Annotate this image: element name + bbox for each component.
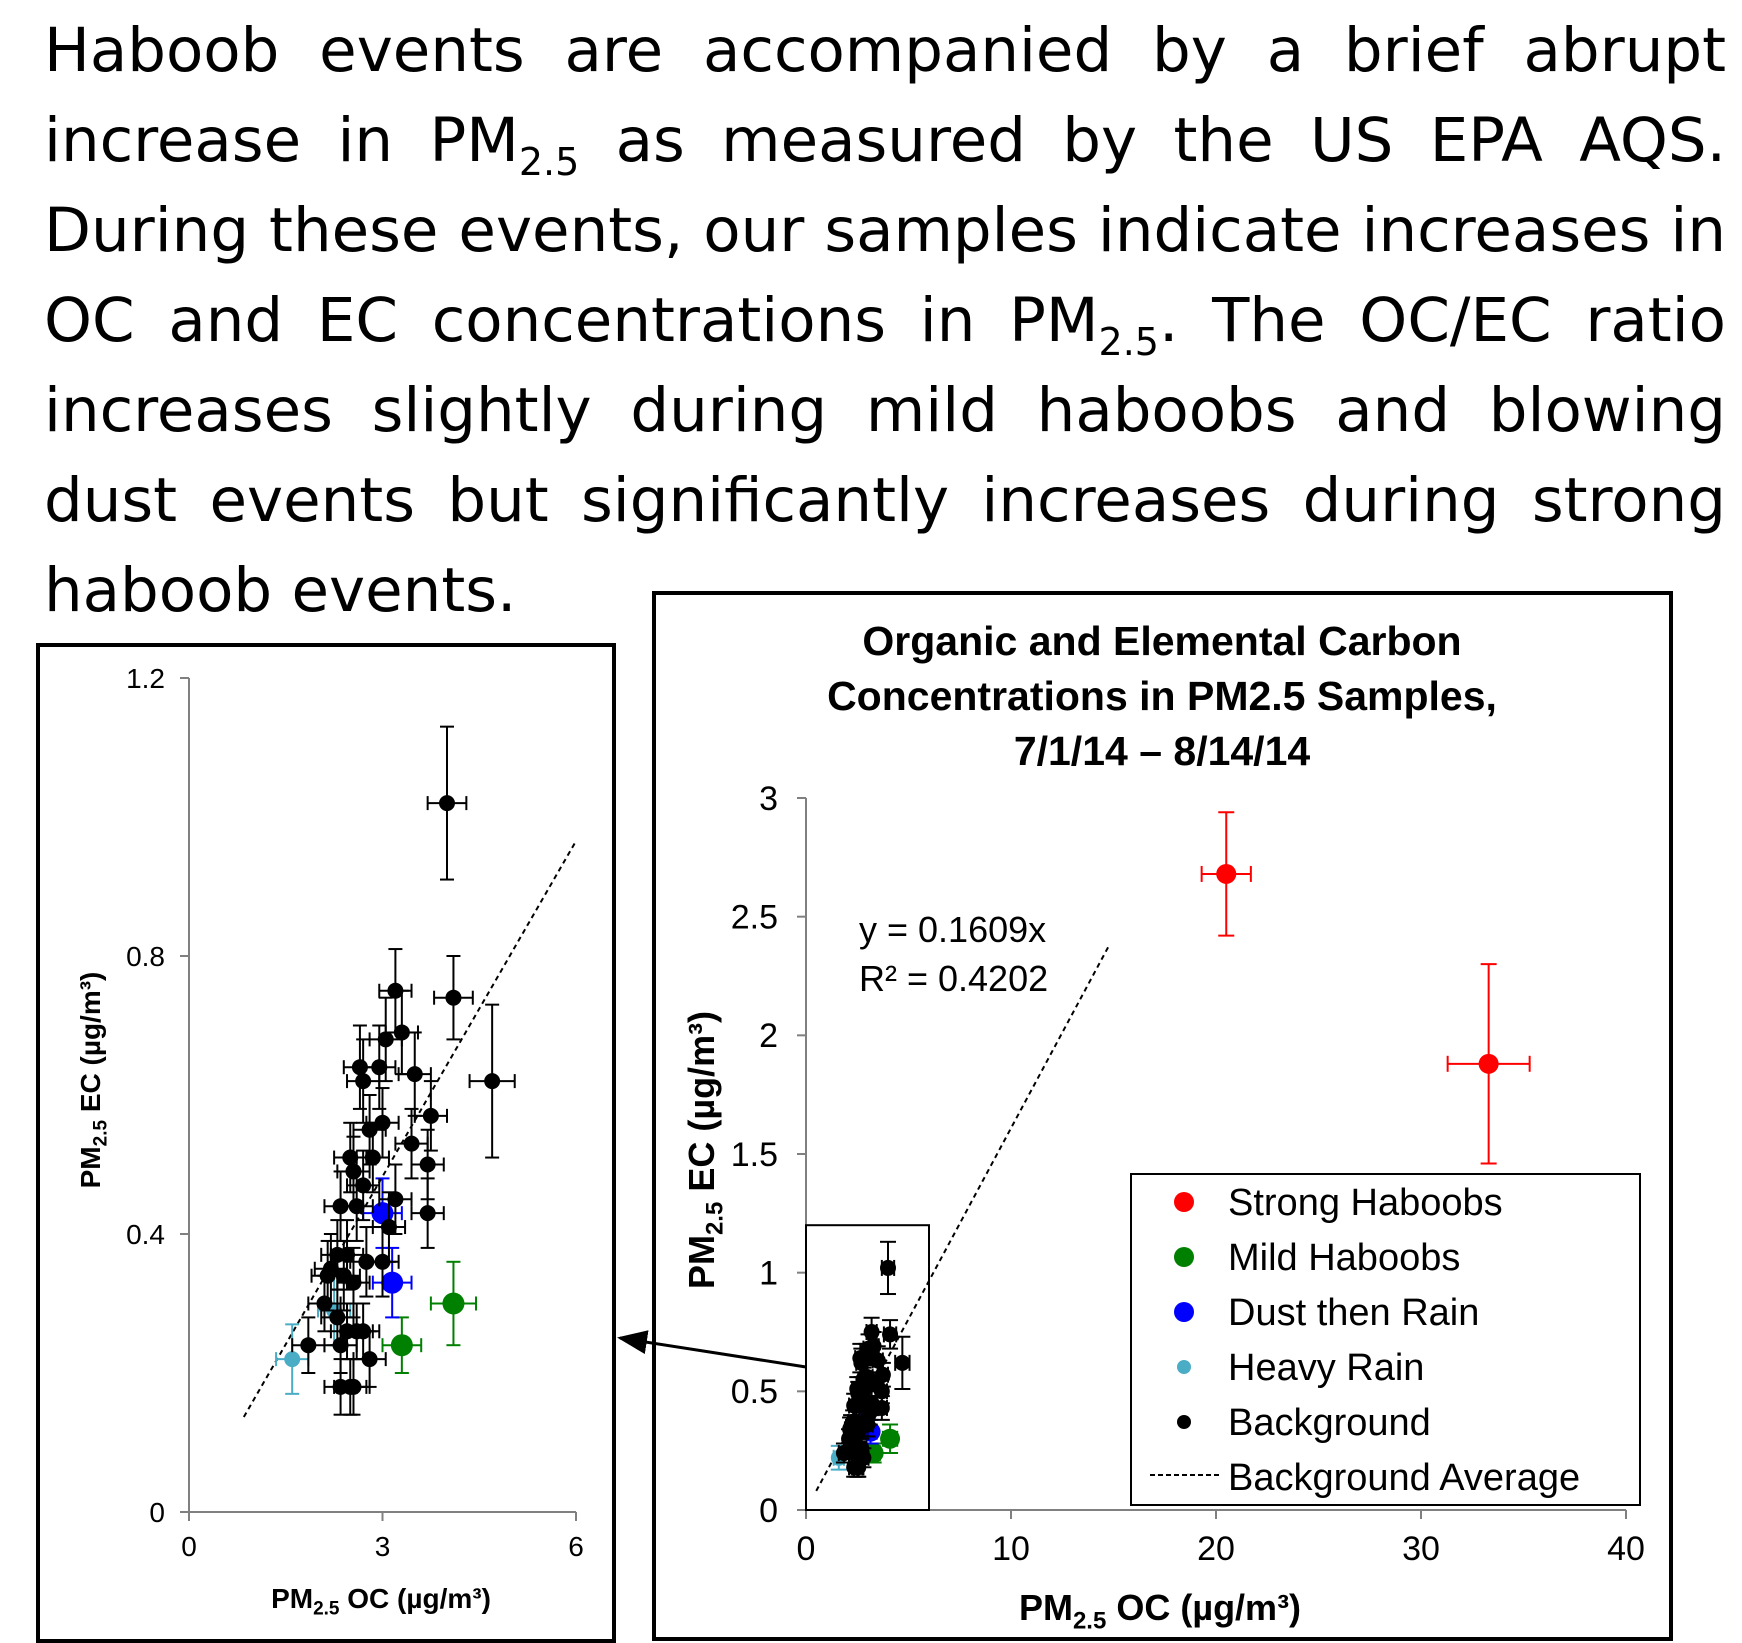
inset-point-rain (284, 1351, 301, 1368)
sentence-2-text: During these events, our samples indicat… (44, 195, 1726, 356)
main-x-tick-label: 10 (992, 1530, 1030, 1568)
main-point-mild (880, 1428, 901, 1449)
main-y-tick-label: 0 (759, 1492, 778, 1530)
inset-point-background (374, 1253, 391, 1270)
inset-point-background (345, 1378, 362, 1395)
legend-label: Mild Haboobs (1228, 1237, 1460, 1279)
main-y-axis-label: PM2.5 EC (µg/m³) (681, 1011, 728, 1289)
inset-points (275, 725, 516, 1416)
main-chart-title-line: Organic and Elemental Carbon (862, 618, 1461, 664)
inset-point-background (377, 1031, 394, 1048)
main-y-tick-label: 3 (759, 780, 778, 818)
inset-point-background (422, 1107, 439, 1124)
inset-point-mild (390, 1334, 413, 1357)
inset-point-background (387, 1191, 404, 1208)
inset-x-tick-label: 3 (375, 1531, 391, 1562)
inset-point-background (439, 795, 455, 812)
legend-label: Heavy Rain (1228, 1347, 1424, 1389)
inset-y-tick-label: 0.8 (126, 941, 165, 972)
inset-point-background (403, 1135, 420, 1152)
main-point-strong (1216, 863, 1237, 884)
main-x-tick-label: 40 (1607, 1530, 1645, 1568)
zoom-arrow (617, 1330, 807, 1369)
main-point-background (894, 1354, 911, 1371)
inset-chart-panel (36, 643, 616, 1643)
legend-label: Strong Haboobs (1228, 1182, 1503, 1224)
inset-point-background (484, 1073, 501, 1090)
inset-point-background (419, 1156, 436, 1173)
inset-point-background (332, 1337, 349, 1354)
inset-y-tick-label: 0.4 (126, 1219, 165, 1250)
inset-point-background (361, 1121, 378, 1138)
sentence-1-tail: as measured by the US EPA AQS. (579, 105, 1726, 176)
inset-point-background (371, 1059, 388, 1076)
main-point-background (850, 1459, 867, 1476)
inset-point-background (348, 1198, 365, 1215)
inset-point-background (316, 1295, 333, 1312)
main-point-strong (1478, 1053, 1499, 1074)
legend-marker-dust (1174, 1302, 1194, 1322)
main-point-background (880, 1259, 896, 1276)
inset-point-background (419, 1205, 436, 1222)
inset-y-tick-label: 1.2 (126, 663, 165, 694)
inset-point-background (445, 989, 462, 1006)
main-x-tick-label: 30 (1402, 1530, 1440, 1568)
legend-marker-rain (1177, 1360, 1191, 1374)
sentence-1-text: Haboob events are accompanied by a brief… (44, 15, 1726, 176)
main-x-tick-label: 0 (797, 1530, 816, 1568)
main-trendline-r2: R² = 0.4202 (859, 958, 1048, 999)
inset-point-mild (442, 1292, 465, 1315)
main-points (830, 811, 1531, 1478)
main-y-tick-label: 0.5 (731, 1373, 778, 1411)
legend-label: Background (1228, 1402, 1431, 1444)
main-zoom-region-box (805, 1224, 930, 1511)
inset-y-tick-label: 0 (149, 1497, 165, 1528)
main-y-tick-label: 1.5 (731, 1136, 778, 1174)
main-trendline-equation: y = 0.1609x (859, 909, 1046, 950)
sentence-2-tail: . The OC/EC ratio increases slightly dur… (44, 285, 1726, 626)
main-legend-box (1130, 1173, 1641, 1506)
legend-marker-mild (1174, 1247, 1194, 1267)
main-point-background (873, 1399, 890, 1416)
main-y-tick-label: 2.5 (731, 899, 778, 937)
inset-point-background (355, 1177, 372, 1194)
main-point-background (882, 1326, 899, 1343)
inset-x-tick-label: 0 (181, 1531, 197, 1562)
main-x-tick-label: 20 (1197, 1530, 1235, 1568)
inset-y-axis-label: PM2.5 EC (µg/m³) (75, 972, 112, 1189)
inset-point-dust (381, 1271, 404, 1294)
legend-marker-strong (1174, 1192, 1194, 1212)
inset-x-tick-label: 6 (568, 1531, 584, 1562)
main-y-tick-label: 2 (759, 1017, 778, 1055)
inset-point-background (345, 1274, 362, 1291)
inset-point-background (355, 1073, 372, 1090)
summary-paragraph: Haboob events are accompanied by a brief… (44, 6, 1726, 636)
main-chart-title-line: 7/1/14 – 8/14/14 (1014, 728, 1311, 774)
inset-point-background (364, 1149, 381, 1166)
inset-point-background (361, 1351, 378, 1368)
legend-label: Dust then Rain (1228, 1292, 1479, 1334)
inset-trendline (242, 840, 577, 1418)
legend-label: Background Average (1228, 1457, 1580, 1499)
main-y-tick-label: 1 (759, 1255, 778, 1293)
inset-point-background (406, 1066, 423, 1083)
inset-x-axis-label: PM2.5 OC (µg/m³) (271, 1583, 491, 1620)
main-chart-title-line: Concentrations in PM2.5 Samples, (827, 673, 1497, 719)
subscript-2-5: 2.5 (518, 140, 580, 184)
legend-marker-background (1177, 1415, 1191, 1429)
inset-point-background (300, 1337, 317, 1354)
subscript-2-5: 2.5 (1098, 320, 1159, 364)
main-x-axis-label: PM2.5 OC (µg/m³) (1019, 1587, 1301, 1634)
